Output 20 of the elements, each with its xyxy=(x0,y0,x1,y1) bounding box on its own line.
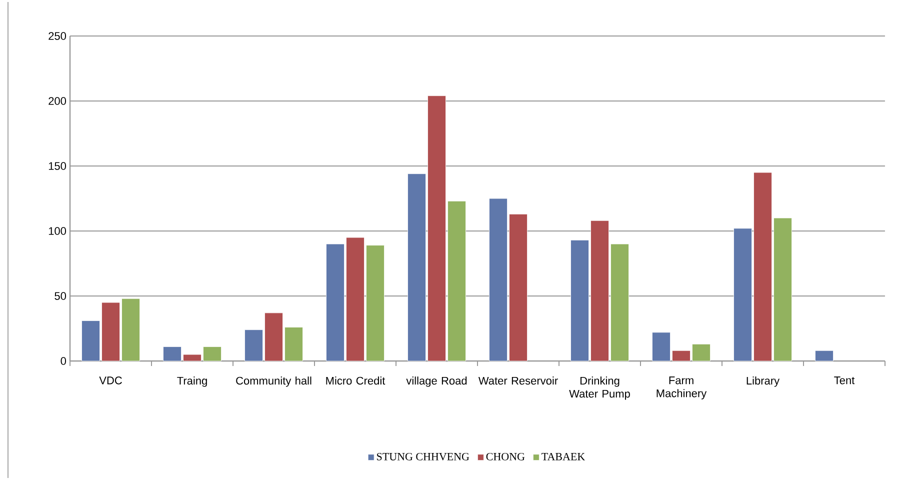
legend-label: TABAEK xyxy=(542,452,585,460)
x-tick-label: Tent xyxy=(834,376,855,384)
y-tick-label: 200 xyxy=(48,97,66,105)
y-tick-label: 150 xyxy=(48,162,66,170)
y-tick-label: 0 xyxy=(60,357,66,365)
x-tick-label: Farm Machinery xyxy=(656,376,707,400)
x-tick-label: village Road xyxy=(406,376,467,387)
x-tick-label: Community hall xyxy=(236,376,312,387)
x-tick-label: Micro Credit xyxy=(326,376,386,385)
y-tick-label: 250 xyxy=(48,32,66,40)
x-tick-label: Library xyxy=(746,376,780,387)
x-tick-label: VDC xyxy=(99,376,122,384)
legend-label: CHONG xyxy=(486,452,525,460)
x-tick-label: Drinking Water Pump xyxy=(569,376,630,400)
y-tick-label: 50 xyxy=(54,292,66,300)
y-tick-label: 100 xyxy=(48,227,66,235)
x-tick-label: Traing xyxy=(177,376,207,387)
bar xyxy=(815,350,834,362)
legend-label: STUNG CHHVENG xyxy=(377,452,470,460)
x-tick-label: Water Reservoir xyxy=(478,376,558,385)
